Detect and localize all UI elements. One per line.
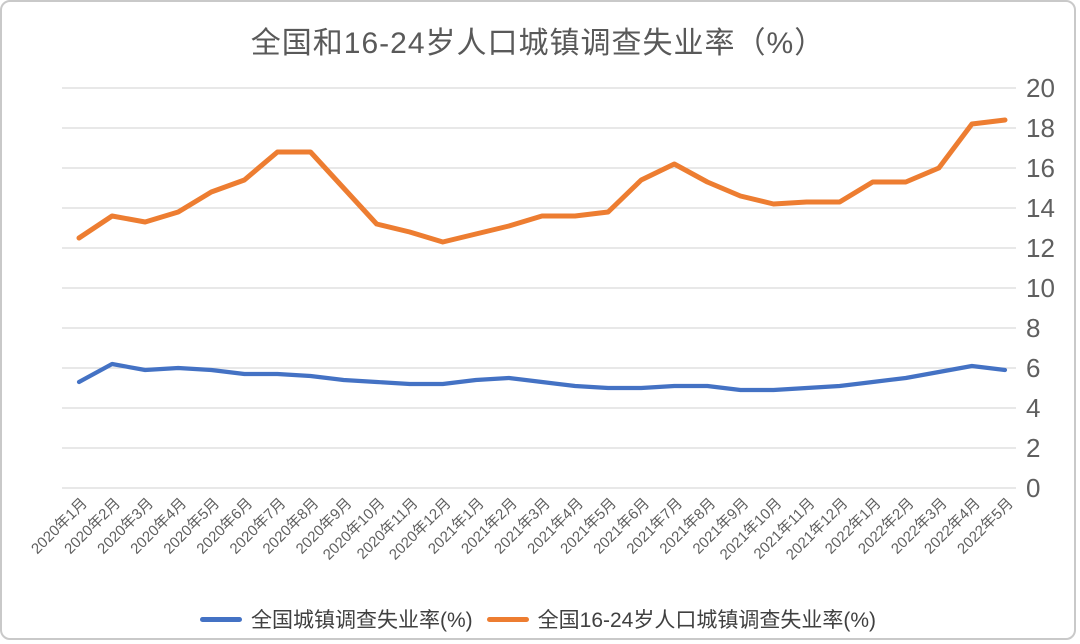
y-axis-tick-label: 10 — [1026, 273, 1055, 303]
series-line-youth — [76, 117, 1008, 245]
y-axis-tick-label: 12 — [1026, 233, 1055, 263]
legend-item-youth: 全国16-24岁人口城镇调查失业率(%) — [486, 604, 877, 634]
legend-label-national: 全国城镇调查失业率(%) — [250, 609, 473, 632]
legend-line-swatch-youth — [486, 616, 529, 622]
y-axis-tick-label: 16 — [1026, 153, 1055, 183]
y-axis-tick-label: 20 — [1026, 73, 1055, 103]
y-axis-tick-label: 2 — [1026, 433, 1040, 463]
chart-legend: 全国城镇调查失业率(%) 全国16-24岁人口城镇调查失业率(%) — [2, 604, 1074, 634]
legend-item-national: 全国城镇调查失业率(%) — [199, 604, 473, 634]
legend-label-youth: 全国16-24岁人口城镇调查失业率(%) — [537, 609, 877, 632]
series-line-national — [76, 361, 1008, 393]
y-axis-tick-label: 4 — [1026, 393, 1040, 423]
chart-title: 全国和16-24岁人口城镇调查失业率（%） — [250, 27, 826, 60]
y-axis-tick-label: 14 — [1026, 193, 1055, 223]
y-axis-tick-label: 18 — [1026, 113, 1055, 143]
y-axis-tick-label: 8 — [1026, 313, 1040, 343]
line-chart-plot: 024681012141618202020年1月2020年2月2020年3月20… — [28, 73, 1055, 563]
legend-line-swatch-national — [199, 616, 242, 622]
y-axis-tick-label: 0 — [1026, 473, 1040, 503]
y-axis-tick-label: 6 — [1026, 353, 1040, 383]
